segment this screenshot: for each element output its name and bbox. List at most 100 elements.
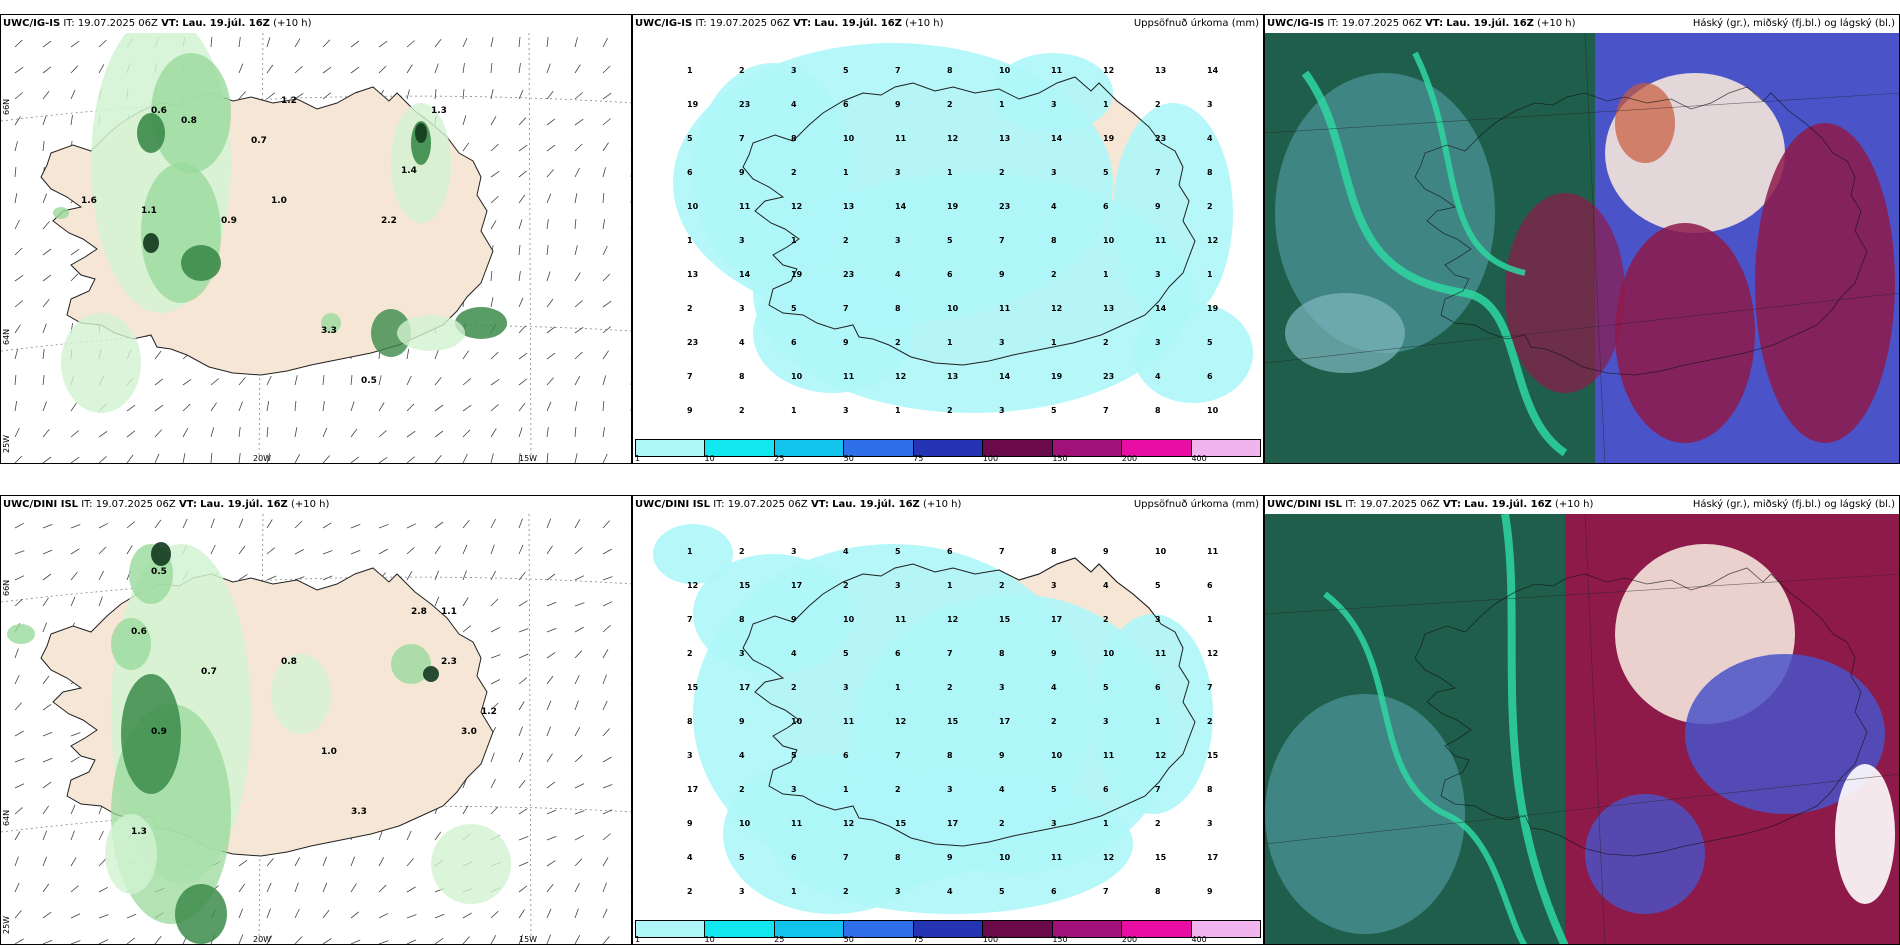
panel-subtitle: Uppsöfnuð úrkoma (mm)	[1133, 499, 1259, 510]
wind-barb	[14, 324, 21, 334]
wind-barb	[126, 545, 133, 555]
precip-value-label: 6	[1207, 372, 1213, 381]
wind-barb	[14, 116, 21, 126]
wind-barb	[434, 404, 444, 412]
lat-label-66n: 66N	[2, 580, 11, 596]
wind-barb	[14, 882, 20, 893]
cloud-cover-map	[1265, 513, 1899, 944]
precip-value-label: 11	[843, 372, 855, 381]
wind-barb	[294, 92, 304, 100]
precip-value-label: 10	[791, 717, 803, 726]
wind-barb	[490, 702, 499, 711]
wind-barb	[70, 732, 81, 737]
precip-value-label: 3	[999, 683, 1005, 692]
precip-value-label: 1	[687, 547, 693, 556]
wind-barb	[350, 856, 355, 867]
wind-barb	[602, 92, 612, 100]
convective-cell	[371, 309, 411, 357]
wind-barb	[574, 626, 584, 633]
precip-value-label: 2	[791, 168, 797, 177]
panel-header: UWC/DINI ISL IT: 19.07.2025 06Z VT: Lau.…	[3, 499, 330, 510]
precip-value-label: 4	[1103, 581, 1109, 590]
precip-value-label: 1	[1155, 717, 1161, 726]
wind-barb	[518, 427, 523, 438]
wind-barb	[574, 575, 585, 581]
colorbar-tick-label: 150	[1052, 454, 1068, 463]
precip-value-label: 3	[739, 304, 745, 313]
wind-barb	[350, 939, 361, 944]
wind-barb	[546, 169, 554, 178]
wind-barb	[42, 781, 52, 789]
wind-barb	[42, 757, 53, 763]
wind-barb	[490, 404, 499, 412]
wind-barb	[98, 830, 104, 841]
wind-barb	[14, 274, 24, 282]
precip-value-label: 8	[999, 649, 1005, 658]
wind-barb	[322, 375, 325, 386]
wind-barb	[462, 63, 465, 74]
wind-barb	[490, 428, 497, 438]
precip-value-label: 7	[895, 751, 901, 760]
colorbar-tick-label: 50	[843, 454, 854, 463]
wind-barb	[14, 910, 22, 919]
wind-barb	[14, 166, 17, 178]
precip-value-label: 6	[895, 649, 901, 658]
wind-barb	[70, 89, 76, 100]
precip-value-label: 3	[791, 66, 797, 75]
precip-value-label: 19	[947, 202, 959, 211]
wind-barb	[70, 524, 81, 529]
wind-barb	[518, 677, 528, 685]
precip-value-label: 10	[947, 304, 959, 313]
cloud-cover-map	[1265, 32, 1899, 463]
wind-barb	[350, 883, 357, 893]
wind-barb	[378, 65, 387, 74]
wind-barb	[546, 453, 549, 463]
wind-barb	[434, 455, 442, 463]
clear-area	[1835, 764, 1895, 904]
wind-barb	[294, 549, 305, 555]
wind-barb	[322, 550, 333, 555]
convective-value-label: 0.7	[201, 667, 217, 677]
wind-barb	[434, 89, 437, 100]
wind-barb	[434, 937, 444, 944]
colorbar-tick-label: 50	[843, 935, 854, 944]
precip-value-label: 1	[1103, 819, 1109, 828]
mid-cloud-area	[1685, 654, 1885, 814]
wind-barb	[546, 37, 549, 48]
colorbar-tick-label: 200	[1121, 454, 1138, 463]
wind-barb	[546, 144, 556, 152]
wind-barb	[518, 726, 523, 737]
precip-value-label: 2	[947, 100, 953, 109]
wind-barb	[98, 546, 107, 555]
precip-value-label: 1	[1051, 338, 1057, 347]
wind-barb	[126, 454, 134, 463]
precip-value-label: 12	[1051, 304, 1062, 313]
precip-value-label: 10	[791, 372, 803, 381]
precip-value-label: 3	[895, 168, 901, 177]
colorbar-tick-label: 25	[774, 454, 785, 463]
precip-value-label: 5	[739, 853, 745, 862]
precip-value-label: 4	[791, 649, 797, 658]
wind-barb	[266, 908, 271, 919]
low-cloud-area	[1615, 223, 1755, 443]
wind-barb	[518, 402, 526, 412]
wind-barb	[238, 63, 244, 74]
precip-value-label: 10	[1103, 649, 1115, 658]
convective-value-label: 0.6	[151, 106, 167, 116]
lon-label-20w: 20W	[253, 935, 271, 944]
precip-area	[1113, 103, 1233, 323]
wind-barb	[602, 784, 613, 789]
precip-value-label: 5	[1103, 168, 1109, 177]
wind-barb	[210, 36, 213, 48]
precip-value-label: 13	[947, 372, 958, 381]
precip-value-label: 2	[843, 236, 849, 245]
wind-barb	[434, 349, 439, 360]
wind-barb	[42, 274, 52, 282]
wind-barb	[490, 935, 497, 944]
precip-value-label: 3	[1051, 819, 1057, 828]
lat-label-66n: 66N	[2, 99, 11, 115]
convective-cell	[423, 666, 439, 682]
wind-barb	[574, 193, 578, 204]
wind-barb	[546, 675, 554, 685]
precip-shading	[673, 43, 1253, 413]
